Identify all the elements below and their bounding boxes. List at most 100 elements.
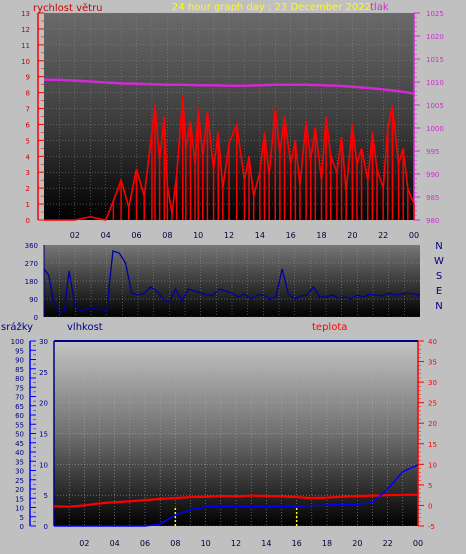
rain-y-tick: 45: [15, 440, 24, 448]
compass-letter: W: [434, 256, 444, 267]
temperature-y-tick: 40: [428, 338, 437, 346]
humidity-y-tick: 5: [44, 492, 48, 500]
wind-x-tick: 02: [70, 231, 80, 240]
wind-y-tick: 10: [21, 58, 30, 66]
compass-letter: E: [436, 286, 442, 297]
temperature-y-tick: 5: [428, 482, 432, 490]
temperature-y-tick: 25: [428, 400, 437, 408]
rain-y-tick: 95: [15, 347, 24, 355]
humidity-y-tick: 0: [44, 523, 48, 531]
rain-y-tick: 25: [15, 477, 24, 485]
rain-y-tick: 5: [20, 514, 24, 522]
rain-y-tick: 75: [15, 384, 24, 392]
humidity-y-tick: 25: [39, 369, 48, 377]
pressure-label: tlak: [370, 2, 389, 13]
wind-y-tick: 9: [26, 74, 30, 82]
humidity-x-tick: 06: [140, 539, 150, 548]
wind-x-tick: 14: [255, 231, 265, 240]
wind-direction-line: [43, 250, 421, 314]
wind-y-tick: 0: [26, 217, 30, 225]
wind-x-tick: 22: [378, 231, 388, 240]
compass-letter: N: [435, 241, 442, 252]
wind-y-tick: 11: [21, 42, 30, 50]
temperature-y-tick: -5: [428, 523, 435, 531]
rain-y-tick: 100: [11, 338, 24, 346]
rain-y-tick: 10: [15, 505, 24, 513]
wind-y-tick: 5: [26, 137, 30, 145]
pressure-y-tick: 1025: [426, 10, 444, 18]
pressure-y-tick: 995: [426, 148, 439, 156]
direction-grid: [44, 244, 420, 318]
humidity-x-tick: 02: [79, 539, 89, 548]
humidity-x-tick: 00: [413, 539, 423, 548]
wind-y-tick: 3: [26, 169, 30, 177]
rain-y-tick: 60: [15, 412, 24, 420]
rain-y-tick: 0: [20, 523, 24, 531]
wind-x-tick: 16: [286, 231, 296, 240]
rain-y-tick: 90: [15, 357, 24, 365]
humidity-x-tick: 16: [292, 539, 302, 548]
temperature-y-tick: 15: [428, 441, 437, 449]
pressure-line: [44, 78, 415, 95]
compass-letter: S: [436, 271, 442, 282]
rain-line: [54, 464, 419, 527]
humidity-y-tick: 15: [39, 431, 48, 439]
rain-y-tick: 55: [15, 421, 24, 429]
rain-y-tick: 30: [15, 468, 24, 476]
humidity-x-tick: 08: [170, 539, 180, 548]
wind-y-tick: 7: [26, 106, 30, 114]
wind-y-tick: 2: [26, 185, 30, 193]
humidity-x-tick: 04: [110, 539, 120, 548]
humidity-x-tick: 12: [231, 539, 241, 548]
rain-y-tick: 85: [15, 366, 24, 374]
wind-y-tick: 4: [26, 153, 31, 161]
wind-x-tick: 06: [131, 231, 141, 240]
temperature-label: teplota: [312, 322, 347, 333]
pressure-y-tick: 1015: [426, 56, 444, 64]
wind-x-tick: 18: [316, 231, 326, 240]
wind-y-tick: 1: [26, 201, 30, 209]
wind-y-tick: 8: [26, 90, 30, 98]
humidity-y-tick: 20: [39, 400, 48, 408]
rain-y-tick: 15: [15, 495, 24, 503]
humidity-x-tick: 14: [261, 539, 271, 548]
wind-x-tick: 00: [409, 231, 419, 240]
humidity-x-tick: 20: [352, 539, 362, 548]
humidity-y-tick: 30: [39, 338, 48, 346]
humidity-y-tick: 10: [39, 461, 48, 469]
direction-y-tick: 360: [25, 242, 38, 250]
pressure-y-tick: 990: [426, 171, 439, 179]
rain-y-tick: 65: [15, 403, 24, 411]
pressure-y-tick: 985: [426, 194, 439, 202]
wind-y-tick: 12: [21, 26, 30, 34]
direction-axes: 0 90 180 270 360: [25, 242, 45, 322]
direction-y-tick: 0: [34, 314, 38, 322]
pressure-y-tick: 980: [426, 217, 439, 225]
rain-label: srážky: [1, 321, 33, 333]
wind-series: [44, 78, 415, 221]
temperature-y-tick: 35: [428, 359, 437, 367]
temperature-y-tick: 20: [428, 420, 437, 428]
direction-y-tick: 90: [29, 296, 38, 304]
humidity-x-tick: 22: [383, 539, 393, 548]
compass-letter: N: [435, 301, 442, 312]
wind-speed-line: [44, 95, 415, 221]
rain-y-tick: 70: [15, 394, 24, 402]
rain-y-tick: 80: [15, 375, 24, 383]
pressure-y-tick: 1000: [426, 125, 444, 133]
humidity-x-tick: 18: [322, 539, 332, 548]
chart-title: 24 hour graph day : 23 December 2022: [172, 2, 371, 13]
humidity-series: [53, 340, 419, 527]
wind-x-tick: 12: [224, 231, 234, 240]
wind-y-tick: 6: [26, 121, 31, 129]
temperature-y-tick: 30: [428, 379, 437, 387]
wind-x-tick: 10: [193, 231, 203, 240]
direction-y-tick: 180: [25, 278, 38, 286]
wind-x-tick: 20: [347, 231, 357, 240]
direction-y-tick: 270: [25, 260, 38, 268]
pressure-y-tick: 1005: [426, 102, 444, 110]
humidity-label: vlhkost: [67, 322, 103, 333]
rain-y-tick: 35: [15, 458, 24, 466]
